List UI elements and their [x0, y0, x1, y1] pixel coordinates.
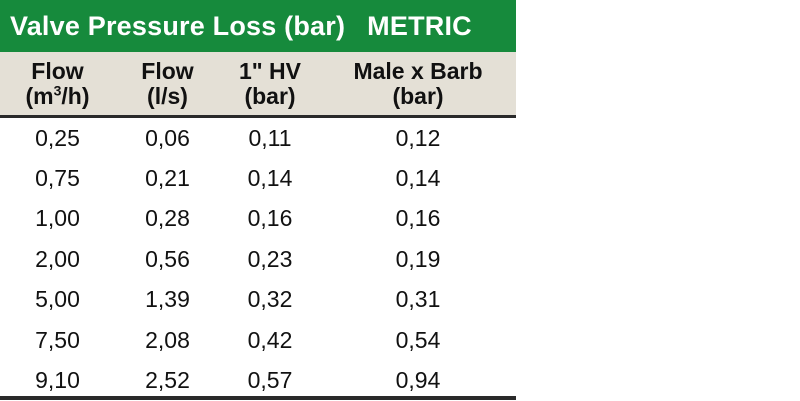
- table-cell: 0,14: [247, 165, 293, 192]
- table-cell: 9,10: [35, 367, 80, 394]
- pressure-loss-table: Valve Pressure Loss (bar) METRIC Flow (m…: [0, 0, 516, 401]
- table-cell: 0,42: [247, 326, 293, 353]
- table-cell: 0,32: [247, 286, 293, 313]
- column-header-male-x-barb: Male x Barb (bar): [320, 52, 516, 115]
- column-header-label: Flow: [31, 57, 84, 84]
- column-header-flow-m3h: Flow (m3/h): [0, 52, 115, 115]
- column-header-label: 1" HV: [238, 57, 302, 84]
- table-cell: 0,56: [145, 245, 190, 272]
- table-cell: 0,23: [247, 245, 293, 272]
- table-cell: 0,21: [145, 165, 190, 192]
- table-row: 5,00 1,39 0,32 0,31: [0, 280, 516, 320]
- table-cell: 0,94: [395, 367, 441, 394]
- table-cell: 2,08: [145, 326, 190, 353]
- table-cell: 0,16: [247, 205, 293, 232]
- table-row: 9,10 2,52 0,57 0,94: [0, 360, 516, 400]
- column-header-label: Flow: [141, 57, 194, 84]
- column-header-unit: (bar): [392, 82, 444, 109]
- table-cell: 0,14: [395, 165, 441, 192]
- table-cell: 2,00: [35, 245, 80, 272]
- table-row: 0,75 0,21 0,14 0,14: [0, 158, 516, 198]
- table-cell: 0,16: [395, 205, 441, 232]
- table-cell: 7,50: [35, 326, 80, 353]
- table-title: Valve Pressure Loss (bar): [10, 10, 346, 41]
- table-cell: 0,57: [247, 367, 293, 394]
- column-header-unit: (bar): [244, 82, 296, 109]
- table-cell: 0,25: [35, 124, 80, 151]
- table-cell: 0,11: [248, 124, 292, 151]
- column-header-1in-hv: 1" HV (bar): [220, 52, 320, 115]
- table-cell: 5,00: [35, 286, 80, 313]
- table-cell: 2,52: [145, 367, 190, 394]
- table-cell: 1,00: [35, 205, 80, 232]
- column-header-label: Male x Barb: [353, 57, 483, 84]
- table-body: 0,25 0,06 0,11 0,12 0,75 0,21 0,14 0,14 1,00 0,28…: [0, 118, 516, 401]
- table-cell: 0,28: [145, 205, 190, 232]
- table-cell: 0,06: [145, 124, 190, 151]
- table-unit-system: METRIC: [367, 10, 472, 41]
- table-cell: 1,39: [145, 286, 190, 313]
- table-cell: 0,19: [395, 245, 441, 272]
- table-row: 2,00 0,56 0,23 0,19: [0, 239, 516, 279]
- column-header-flow-ls: Flow (l/s): [115, 52, 220, 115]
- table-cell: 0,75: [35, 165, 80, 192]
- table-title-bar: Valve Pressure Loss (bar) METRIC: [0, 0, 516, 52]
- table-row: 1,00 0,28 0,16 0,16: [0, 199, 516, 239]
- table-cell: 0,31: [395, 286, 441, 313]
- column-header-unit: (m3/h): [25, 81, 90, 109]
- column-header-unit: (l/s): [147, 82, 188, 109]
- table-row: 7,50 2,08 0,42 0,54: [0, 320, 516, 360]
- table-bottom-rule: [0, 396, 516, 400]
- table-header-row: Flow (m3/h) Flow (l/s) 1" HV (bar) Male …: [0, 52, 516, 118]
- table-cell: 0,12: [395, 124, 441, 151]
- table-row: 0,25 0,06 0,11 0,12: [0, 118, 516, 158]
- table-cell: 0,54: [395, 326, 441, 353]
